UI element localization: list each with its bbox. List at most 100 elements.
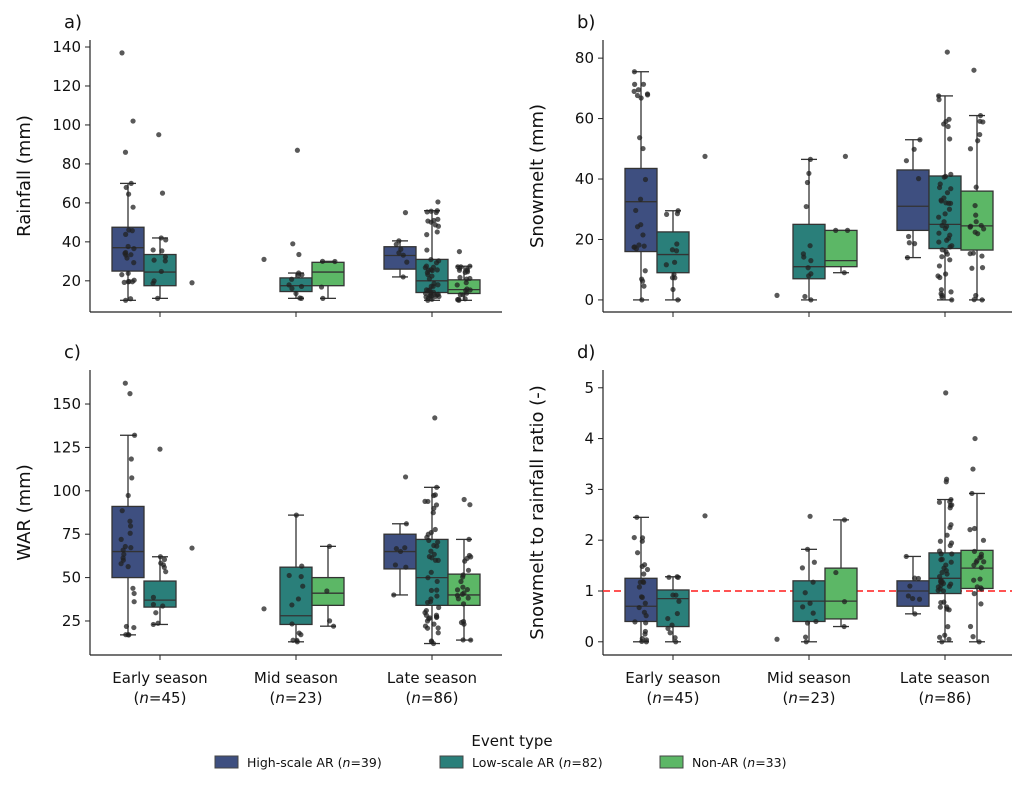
data-point — [434, 484, 440, 490]
data-point — [319, 258, 326, 264]
data-point — [663, 262, 669, 268]
count-open: ( — [406, 689, 412, 707]
y-tick-label: 3 — [584, 480, 594, 498]
data-point — [803, 639, 809, 645]
data-point — [938, 287, 944, 293]
data-point — [633, 246, 640, 252]
data-point — [802, 293, 808, 300]
data-point — [808, 271, 814, 277]
data-point — [422, 623, 429, 629]
box-late-season-high-scale-ar — [896, 139, 930, 259]
data-point — [804, 620, 811, 626]
box-early-season-low-scale-ar — [143, 556, 177, 626]
data-point — [978, 554, 984, 560]
data-point — [978, 564, 984, 571]
data-point — [978, 601, 984, 607]
data-point — [841, 270, 847, 276]
data-point — [467, 275, 473, 282]
data-point — [403, 521, 410, 527]
data-point — [973, 212, 979, 218]
data-point — [968, 223, 974, 229]
y-tick-label: 75 — [62, 525, 81, 543]
data-point — [159, 190, 166, 196]
data-point — [799, 565, 806, 571]
data-point — [912, 611, 918, 617]
data-point — [702, 153, 708, 159]
data-point — [163, 237, 169, 243]
data-point — [294, 637, 300, 644]
data-point — [936, 214, 942, 220]
data-point — [939, 569, 945, 576]
data-point — [460, 618, 467, 625]
data-point — [979, 265, 986, 271]
data-point — [970, 634, 976, 640]
legend-swatch — [214, 755, 239, 769]
data-point — [128, 545, 134, 551]
data-point — [944, 49, 950, 55]
data-point — [118, 536, 124, 542]
data-point — [806, 170, 812, 176]
data-point — [428, 569, 434, 575]
data-point — [906, 240, 912, 246]
data-point — [637, 135, 643, 141]
data-point — [947, 524, 953, 531]
x-tick-label: Early season — [112, 669, 207, 687]
data-point — [424, 269, 430, 276]
box-late-season-non-ar — [447, 538, 481, 641]
data-point — [428, 267, 434, 273]
data-point — [672, 635, 678, 641]
data-point — [433, 260, 440, 266]
legend-label-symbol: n — [343, 755, 351, 770]
data-point — [467, 502, 473, 508]
data-point — [810, 610, 816, 616]
y-tick-label: 60 — [62, 194, 81, 212]
box-iqr — [824, 567, 858, 620]
data-point — [428, 587, 435, 594]
data-point — [635, 87, 642, 93]
data-point — [971, 297, 977, 303]
data-point — [435, 216, 441, 222]
data-point — [808, 258, 814, 264]
data-point — [460, 584, 466, 590]
y-tick-label: 50 — [62, 569, 81, 587]
data-point — [665, 615, 671, 622]
data-point — [642, 268, 648, 274]
data-point — [298, 632, 304, 638]
data-point — [129, 475, 135, 481]
box-early-season-low-scale-ar — [143, 237, 177, 300]
data-point — [945, 200, 952, 206]
box-iqr — [279, 277, 313, 293]
data-point — [937, 181, 943, 187]
data-point — [948, 581, 954, 587]
data-point — [454, 282, 460, 288]
data-point — [942, 225, 948, 232]
x-tick-label: Early season — [625, 669, 720, 687]
panel-d: d) Snowmelt to rainfall ratio (-) 0 1 2 3 4 5 Ea… — [527, 342, 1012, 707]
data-point — [671, 259, 678, 265]
legend-item-low-scale-ar: Low-scale AR (n=82) — [439, 755, 603, 770]
data-point — [430, 510, 436, 516]
data-point — [436, 604, 442, 611]
data-point — [119, 50, 125, 56]
data-point — [293, 512, 299, 518]
data-point — [158, 560, 164, 566]
data-point — [131, 260, 137, 266]
data-point — [150, 621, 156, 628]
data-point — [675, 297, 681, 303]
data-point — [973, 219, 979, 225]
data-point — [904, 255, 911, 261]
data-point — [158, 268, 164, 275]
data-point — [464, 586, 470, 593]
data-point — [466, 536, 472, 543]
data-point — [943, 271, 949, 277]
data-point — [151, 257, 157, 263]
data-point — [907, 583, 913, 589]
data-point — [637, 196, 644, 202]
data-point — [969, 490, 975, 497]
data-point — [298, 283, 305, 290]
y-tick-label: 140 — [52, 38, 81, 56]
data-point — [130, 204, 136, 210]
data-point — [428, 256, 434, 263]
count-symbol: n — [275, 689, 285, 707]
count-symbol: n — [652, 689, 662, 707]
